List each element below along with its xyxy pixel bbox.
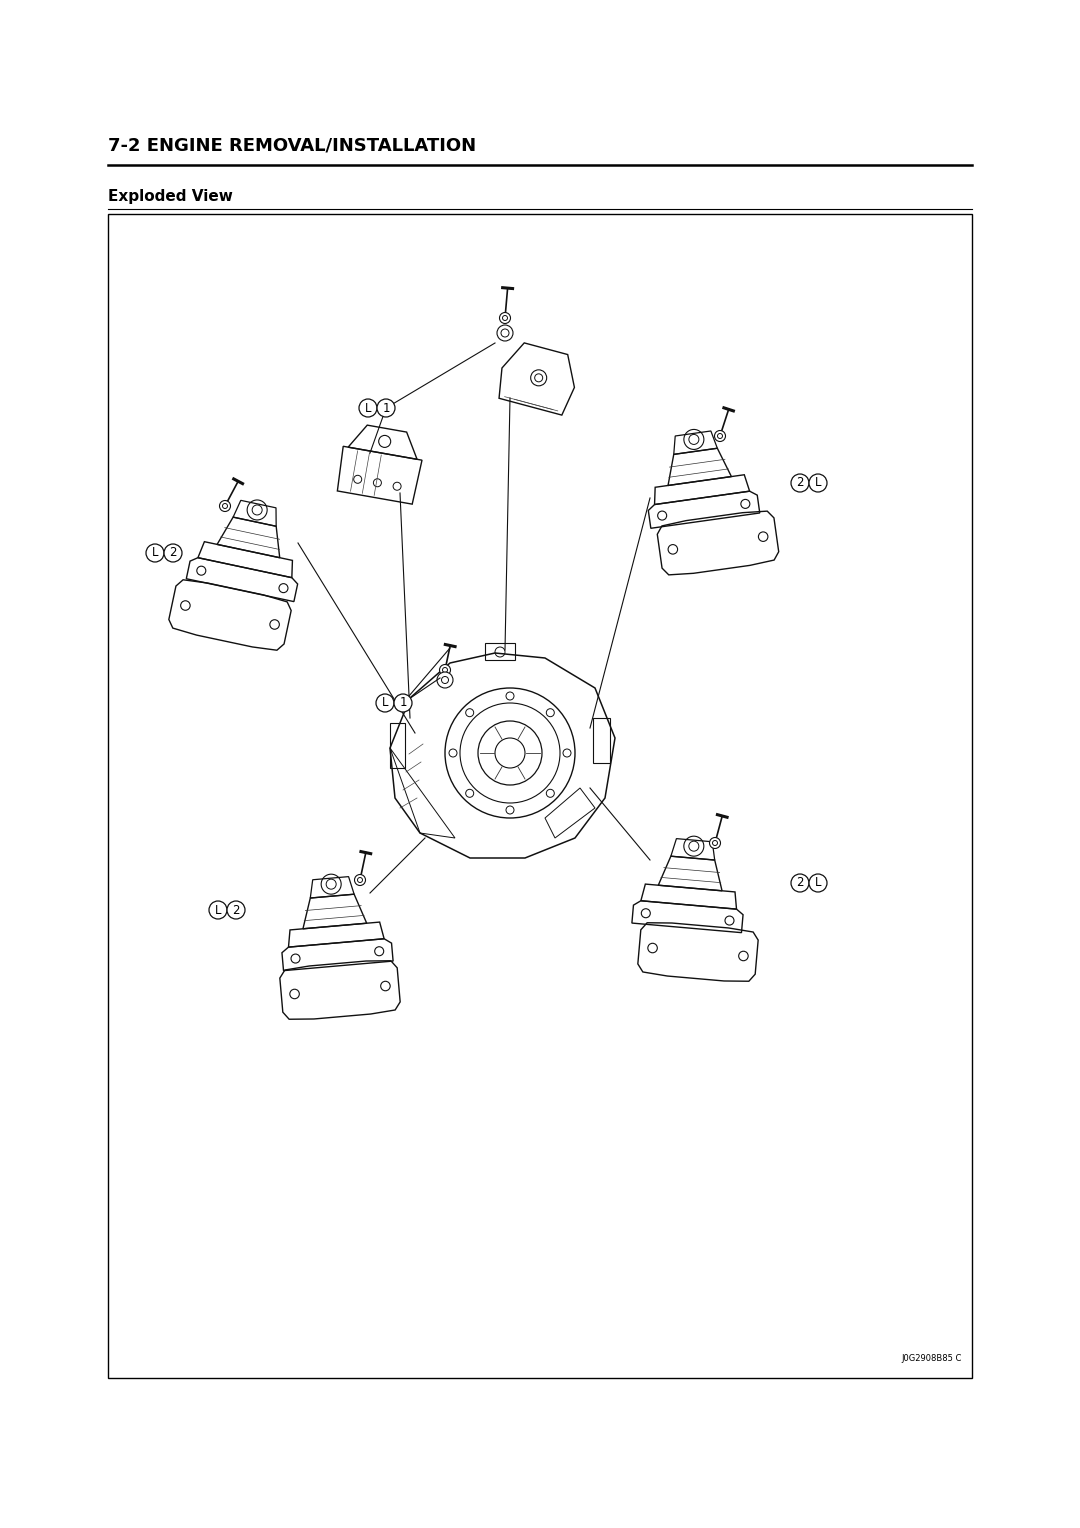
Circle shape — [809, 874, 827, 892]
Circle shape — [497, 325, 513, 341]
Text: 2: 2 — [796, 477, 804, 489]
Text: L: L — [814, 477, 821, 489]
Text: 2: 2 — [232, 903, 240, 917]
Circle shape — [359, 399, 377, 417]
Circle shape — [546, 790, 554, 798]
Circle shape — [437, 672, 453, 688]
Circle shape — [791, 874, 809, 892]
Text: L: L — [365, 402, 372, 414]
Text: Exploded View: Exploded View — [108, 189, 233, 205]
Circle shape — [227, 902, 245, 918]
Text: J0G2908B85 C: J0G2908B85 C — [902, 1354, 962, 1363]
Circle shape — [377, 399, 395, 417]
Circle shape — [440, 665, 450, 675]
Circle shape — [715, 431, 726, 442]
Text: 2: 2 — [170, 547, 177, 559]
Bar — [108, 214, 972, 1378]
Circle shape — [710, 837, 720, 848]
Circle shape — [507, 692, 514, 700]
Circle shape — [809, 474, 827, 492]
Circle shape — [394, 694, 411, 712]
Circle shape — [146, 544, 164, 562]
Text: L: L — [381, 697, 388, 709]
Text: 1: 1 — [400, 697, 407, 709]
Text: L: L — [152, 547, 159, 559]
Circle shape — [449, 749, 457, 756]
Text: L: L — [814, 877, 821, 889]
Text: 7-2 ENGINE REMOVAL/INSTALLATION: 7-2 ENGINE REMOVAL/INSTALLATION — [108, 138, 476, 154]
Text: 2: 2 — [796, 877, 804, 889]
Text: L: L — [215, 903, 221, 917]
Circle shape — [465, 790, 474, 798]
Circle shape — [791, 474, 809, 492]
Circle shape — [465, 709, 474, 717]
Text: 1: 1 — [382, 402, 390, 414]
Circle shape — [219, 501, 230, 512]
Circle shape — [376, 694, 394, 712]
Circle shape — [507, 805, 514, 814]
Circle shape — [499, 313, 511, 324]
Circle shape — [354, 874, 365, 886]
Circle shape — [164, 544, 183, 562]
Circle shape — [546, 709, 554, 717]
Circle shape — [563, 749, 571, 756]
Circle shape — [210, 902, 227, 918]
